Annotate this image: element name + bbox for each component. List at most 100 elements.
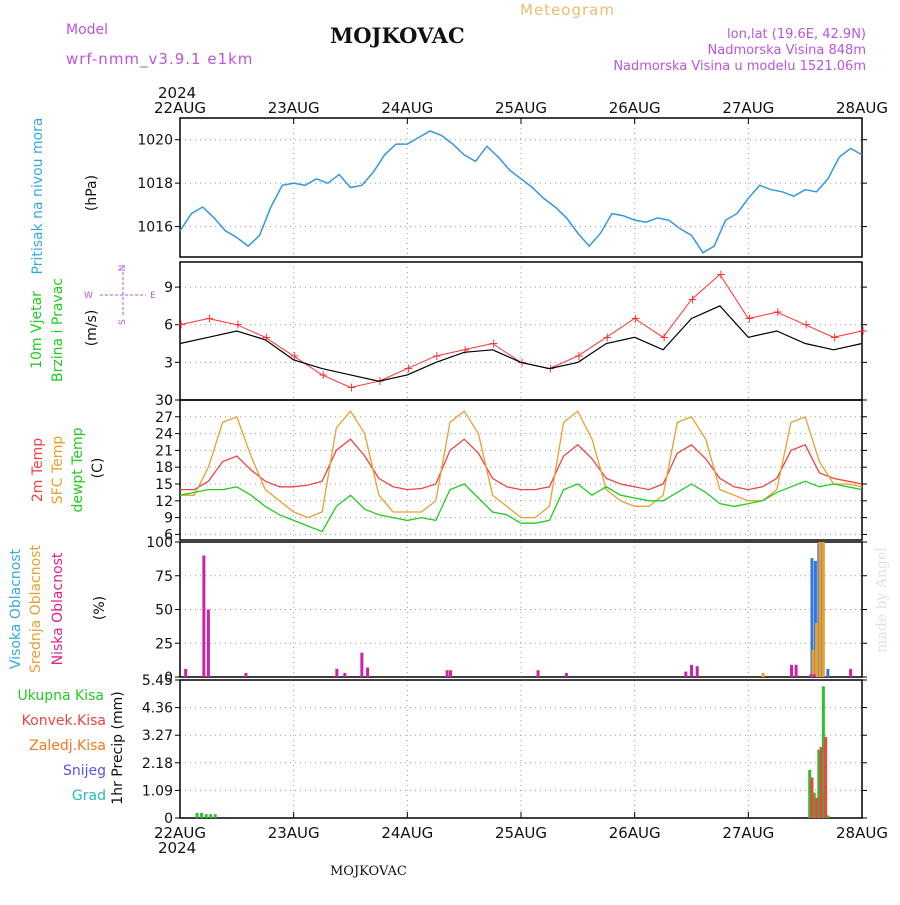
- x-tick-label-top: 28AUG: [836, 99, 888, 117]
- high-cloud-bar: [826, 668, 830, 677]
- x-tick-label-top: 22AUG: [154, 99, 206, 117]
- gust-marker: +: [574, 349, 584, 363]
- low-cloud-bar: [536, 670, 540, 677]
- bottom-year-label: 2024: [158, 839, 196, 857]
- gust-marker: +: [801, 318, 811, 332]
- y-tick-label: 1.09: [142, 783, 173, 799]
- model-label: Model: [66, 22, 108, 38]
- y-tick-label: 6: [164, 318, 173, 334]
- y-tick-label: 1016: [137, 220, 173, 236]
- x-tick-label-bottom: 28AUG: [836, 824, 888, 842]
- mid-cloud-bar: [821, 542, 825, 677]
- y-tick-label: 6: [164, 527, 173, 543]
- panel-frame: [179, 541, 863, 678]
- wind-compass: N W E S: [84, 265, 156, 325]
- gust-marker: +: [773, 305, 783, 319]
- y-tick-label: 9: [164, 511, 173, 527]
- x-tick-label-bottom: 24AUG: [381, 824, 433, 842]
- compass-s-label: S: [118, 319, 128, 325]
- total-precip-bar: [817, 749, 821, 818]
- low-cloud-bar: [449, 670, 453, 677]
- precip-legend-convective: Konvek.Kisa: [22, 713, 106, 729]
- meteogram-label: Meteogram: [520, 1, 615, 19]
- low-cloud-bar: [564, 672, 568, 677]
- lonlat-text: lon,lat (19.6E, 42.9N): [727, 27, 866, 42]
- x-tick-label-bottom: 22AUG: [154, 824, 206, 842]
- y-tick-label: 27: [155, 410, 173, 426]
- y-tick-label: 3.27: [142, 728, 173, 744]
- convective-precip-bar: [824, 736, 828, 818]
- low-cloud-bar: [202, 555, 206, 677]
- cloud-unit-label: (%): [92, 596, 108, 620]
- gust-line: [179, 273, 863, 389]
- gust-marker: +: [233, 318, 243, 332]
- x-tick-label-bottom: 26AUG: [609, 824, 661, 842]
- y-tick-label: 75: [155, 569, 173, 585]
- panel-frame: [179, 399, 863, 541]
- gust-marker: +: [602, 330, 612, 344]
- cloud-panel: 0 25 50 75 100: [146, 535, 867, 686]
- low-cloud-bar: [244, 672, 248, 677]
- y-tick-label: 1018: [137, 176, 173, 192]
- compass-e-label: E: [150, 291, 156, 301]
- low-cloud-bar: [206, 609, 210, 677]
- mid-cloud-bar: [815, 623, 819, 677]
- y-tick-label: 12: [155, 494, 173, 510]
- high-cloud-bar: [810, 558, 814, 677]
- total-precip-bar: [204, 814, 208, 818]
- y-tick-label: 2.18: [142, 756, 173, 772]
- wind-left-label-1: 10m Vjetar: [29, 291, 45, 369]
- total-precip-bar: [821, 686, 825, 818]
- y-tick-label: 100: [146, 535, 173, 551]
- altitude-text: Nadmorska Visina 848m: [708, 43, 867, 58]
- x-tick-label-bottom: 23AUG: [268, 824, 320, 842]
- precip-legend-total: Ukupna Kisa: [17, 688, 104, 704]
- x-tick-label-top: 25AUG: [495, 99, 547, 117]
- gust-marker: +: [716, 268, 726, 282]
- total-precip-bar: [200, 812, 204, 818]
- gust-marker: +: [659, 330, 669, 344]
- low-cloud-bar: [812, 674, 816, 677]
- y-tick-label: 24: [155, 427, 173, 443]
- top-x-axis: 22AUG 23AUG 24AUG 25AUG 26AUG 27AUG 28AUG: [154, 99, 888, 124]
- convective-precip-bar: [819, 747, 823, 818]
- convective-precip-bar: [815, 797, 819, 818]
- y-tick-label: 21: [155, 443, 173, 459]
- low-cloud-bar: [366, 667, 370, 677]
- mid-cloud-bar: [761, 672, 765, 677]
- y-tick-label: 3: [164, 355, 173, 371]
- low-cloud-bar: [360, 652, 364, 677]
- footer-station: MOJKOVAC: [330, 864, 407, 879]
- wind-unit-label: (m/s): [84, 310, 100, 347]
- x-tick-label-bottom: 25AUG: [495, 824, 547, 842]
- credit-text: made by Angel: [874, 547, 890, 653]
- low-cloud-bar: [184, 668, 188, 677]
- model-altitude-text: Nadmorska Visina u modelu 1521.06m: [613, 59, 866, 74]
- y-tick-label: 9: [164, 280, 173, 296]
- precip-unit-label: 1hr Precip (mm): [110, 691, 126, 804]
- temp-unit-label: (C): [90, 458, 106, 479]
- pressure-left-label: Pritisak na nivou mora: [30, 117, 46, 274]
- x-tick-label-top: 26AUG: [609, 99, 661, 117]
- y-tick-label: 15: [155, 477, 173, 493]
- y-tick-label: 5.45: [142, 673, 173, 689]
- y-tick-label: 25: [155, 636, 173, 652]
- convective-precip-bar: [810, 777, 814, 818]
- mid-cloud-bar: [811, 650, 815, 677]
- bottom-x-axis: 22AUG 23AUG 24AUG 25AUG 26AUG 27AUG 28AUG: [154, 812, 888, 842]
- gust-marker: +: [403, 362, 413, 376]
- mid-cloud-bar: [818, 542, 822, 677]
- y-tick-label: 18: [155, 460, 173, 476]
- pressure-panel: 1016 1018 1020: [137, 117, 867, 258]
- y-tick-label: 0: [164, 670, 173, 686]
- gust-marker: +: [688, 293, 698, 307]
- low-cloud-bar: [790, 664, 794, 677]
- pressure-line: [179, 130, 863, 254]
- total-precip-bar: [209, 814, 213, 818]
- gust-marker: +: [290, 349, 300, 363]
- gust-marker: +: [261, 330, 271, 344]
- gust-marker: +: [176, 318, 186, 332]
